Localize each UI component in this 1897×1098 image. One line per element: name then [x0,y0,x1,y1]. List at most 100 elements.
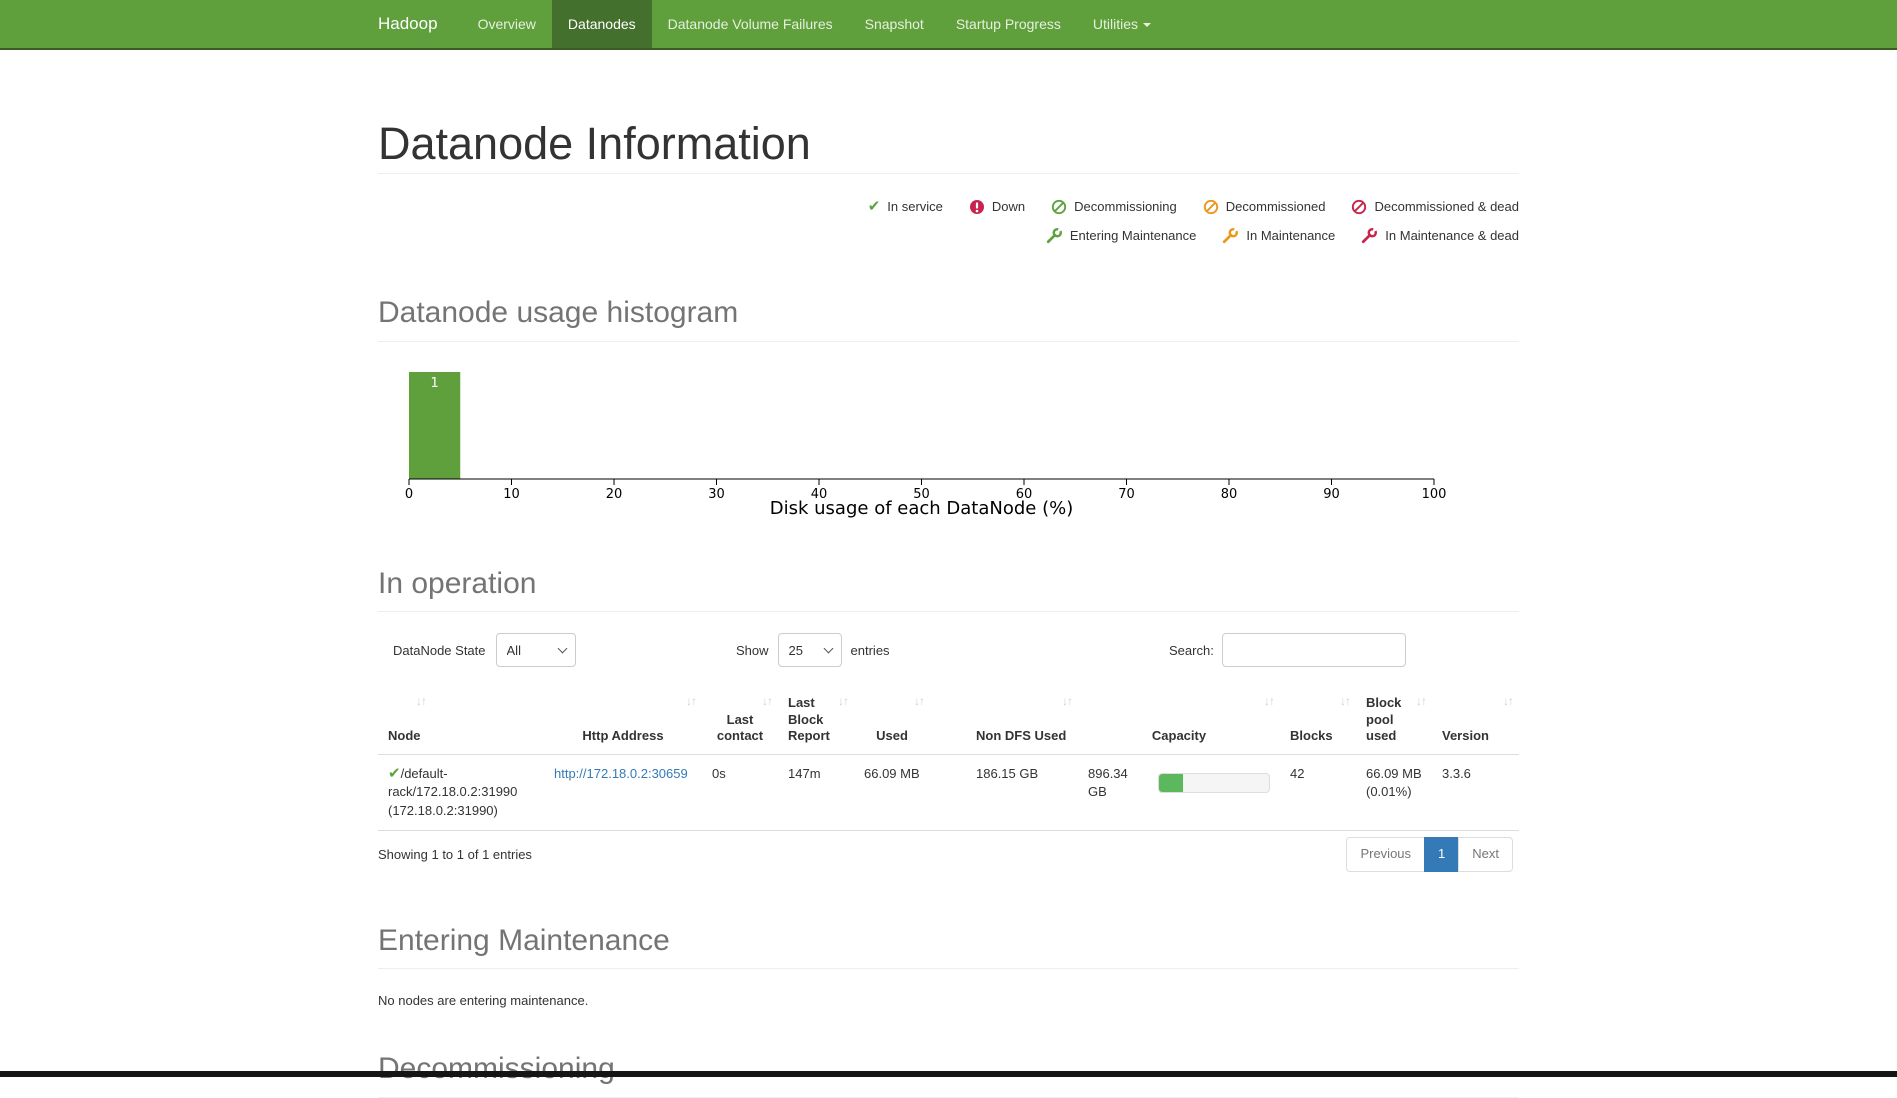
used-cell: 66.09 MB [854,755,930,831]
last-contact-cell: 0s [702,755,778,831]
table-header-row: ↓↑Node ↓↑Http Address ↓↑Last contact ↓↑L… [378,687,1519,754]
legend-label: In Maintenance & dead [1385,228,1519,243]
legend-label: Down [992,199,1025,214]
legend-label: Decommissioning [1074,199,1177,214]
svg-text:80: 80 [1221,487,1238,502]
nav-item-startup-progress[interactable]: Startup Progress [940,0,1077,48]
capacity-value: 896.34 GB [1088,765,1146,802]
table-summary: Showing 1 to 1 of 1 entries [378,847,532,862]
pagination-previous-button[interactable]: Previous [1346,837,1425,871]
column-header-node[interactable]: ↓↑Node [378,687,544,754]
pagination-next-button[interactable]: Next [1458,837,1513,871]
datanode-state-label: DataNode State [393,643,486,658]
legend-label: Decommissioned [1226,199,1326,214]
sort-icon: ↓↑ [1340,694,1350,709]
bottom-screen-edge [0,1071,1897,1077]
sort-icon: ↓↑ [1416,694,1426,709]
page-length-select[interactable]: 25 [778,633,842,667]
pagination: Previous 1 Next [1346,837,1513,871]
table-controls: DataNode State All Show 25 entries Searc… [378,633,1519,667]
brand[interactable]: Hadoop [378,0,462,48]
column-header-block-pool-used[interactable]: ↓↑Block pool used [1356,687,1432,754]
http-address-link[interactable]: http://172.18.0.2:30659 [554,766,688,781]
sort-icon: ↓↑ [686,694,696,709]
nav-item-utilities[interactable]: Utilities [1077,0,1167,48]
legend-label: In service [887,199,943,214]
entering-maintenance-empty-note: No nodes are entering maintenance. [378,993,1519,1008]
block-pool-used-cell: 66.09 MB (0.01%) [1356,755,1432,831]
last-block-report-cell: 147m [778,755,854,831]
sort-icon: ↓↑ [762,694,772,709]
legend-label: Entering Maintenance [1070,228,1196,243]
entering-maintenance-title: Entering Maintenance [378,924,1519,959]
decommissioning-title: Decommissioning [378,1052,1519,1087]
legend-down: Down [969,199,1025,215]
pagination-page-1-button[interactable]: 1 [1424,837,1459,871]
legend-in-maintenance: In Maintenance [1222,227,1335,244]
datanode-state-select-wrap: All [496,633,576,667]
nav-item-utilities-label: Utilities [1093,16,1138,32]
column-header-last-block-report[interactable]: ↓↑Last Block Report [778,687,854,754]
blocks-cell: 42 [1280,755,1356,831]
sort-icon: ↓↑ [1264,694,1274,709]
sort-icon: ↓↑ [1062,694,1072,709]
page-title-header: Datanode Information [378,120,1519,174]
in-operation-title: In operation [378,567,1519,602]
column-header-http-address[interactable]: ↓↑Http Address [544,687,702,754]
check-icon: ✔ [868,199,881,214]
ban-icon [1051,199,1067,215]
column-header-version[interactable]: ↓↑Version [1432,687,1519,754]
svg-text:90: 90 [1323,487,1340,502]
wrench-icon [1046,227,1063,244]
svg-text:100: 100 [1422,487,1447,502]
nav-item-datanodes[interactable]: Datanodes [552,0,652,48]
wrench-icon [1361,227,1378,244]
table-footer: Showing 1 to 1 of 1 entries Previous 1 N… [378,837,1519,871]
column-header-capacity[interactable]: ↓↑Capacity [1078,687,1280,754]
sort-icon: ↓↑ [914,694,924,709]
capacity-cell: 896.34 GB [1078,755,1280,831]
column-header-blocks[interactable]: ↓↑Blocks [1280,687,1356,754]
node-status-legend: ✔ In service Down Decommissioning Decom [378,192,1519,250]
nav-item-overview[interactable]: Overview [462,0,552,48]
datanodes-table: ↓↑Node ↓↑Http Address ↓↑Last contact ↓↑L… [378,687,1519,831]
column-header-non-dfs-used[interactable]: ↓↑Non DFS Used [930,687,1078,754]
legend-in-service: ✔ In service [868,199,943,214]
table-row: ✔/default-rack/172.18.0.2:31990 (172.18.… [378,755,1519,831]
svg-text:10: 10 [503,487,520,502]
svg-text:0: 0 [405,487,413,502]
page-length-select-wrap: 25 [778,633,842,667]
nav-item-snapshot[interactable]: Snapshot [849,0,940,48]
capacity-progress-bar [1158,773,1270,793]
legend-decommissioned-dead: Decommissioned & dead [1351,199,1519,215]
non-dfs-used-cell: 186.15 GB [930,755,1078,831]
svg-text:20: 20 [606,487,623,502]
check-icon: ✔ [388,765,401,782]
search-input[interactable] [1222,633,1406,667]
legend-decommissioning: Decommissioning [1051,199,1177,215]
exclamation-circle-icon [969,199,985,215]
svg-text:70: 70 [1118,487,1135,502]
navbar: Hadoop Overview Datanodes Datanode Volum… [0,0,1897,50]
column-header-last-contact[interactable]: ↓↑Last contact [702,687,778,754]
sort-icon: ↓↑ [838,694,848,709]
show-label: Show [736,643,769,658]
column-header-used[interactable]: ↓↑Used [854,687,930,754]
legend-label: In Maintenance [1246,228,1335,243]
search-label: Search: [1169,643,1214,658]
legend-in-maintenance-dead: In Maintenance & dead [1361,227,1519,244]
entries-label: entries [851,643,890,658]
page-title: Datanode Information [378,120,1519,167]
caret-down-icon [1143,23,1151,27]
entering-maintenance-section-header: Entering Maintenance [378,924,1519,970]
in-operation-section-header: In operation [378,567,1519,613]
datanode-state-select[interactable]: All [496,633,576,667]
legend-label: Decommissioned & dead [1374,199,1519,214]
nav-item-datanode-volume-failures[interactable]: Datanode Volume Failures [652,0,849,48]
svg-text:1: 1 [430,376,438,391]
svg-text:Disk usage of each DataNode (%: Disk usage of each DataNode (%) [770,498,1073,519]
capacity-progress-fill [1159,774,1183,792]
legend-decommissioned: Decommissioned [1203,199,1326,215]
sort-icon: ↓↑ [1503,694,1513,709]
